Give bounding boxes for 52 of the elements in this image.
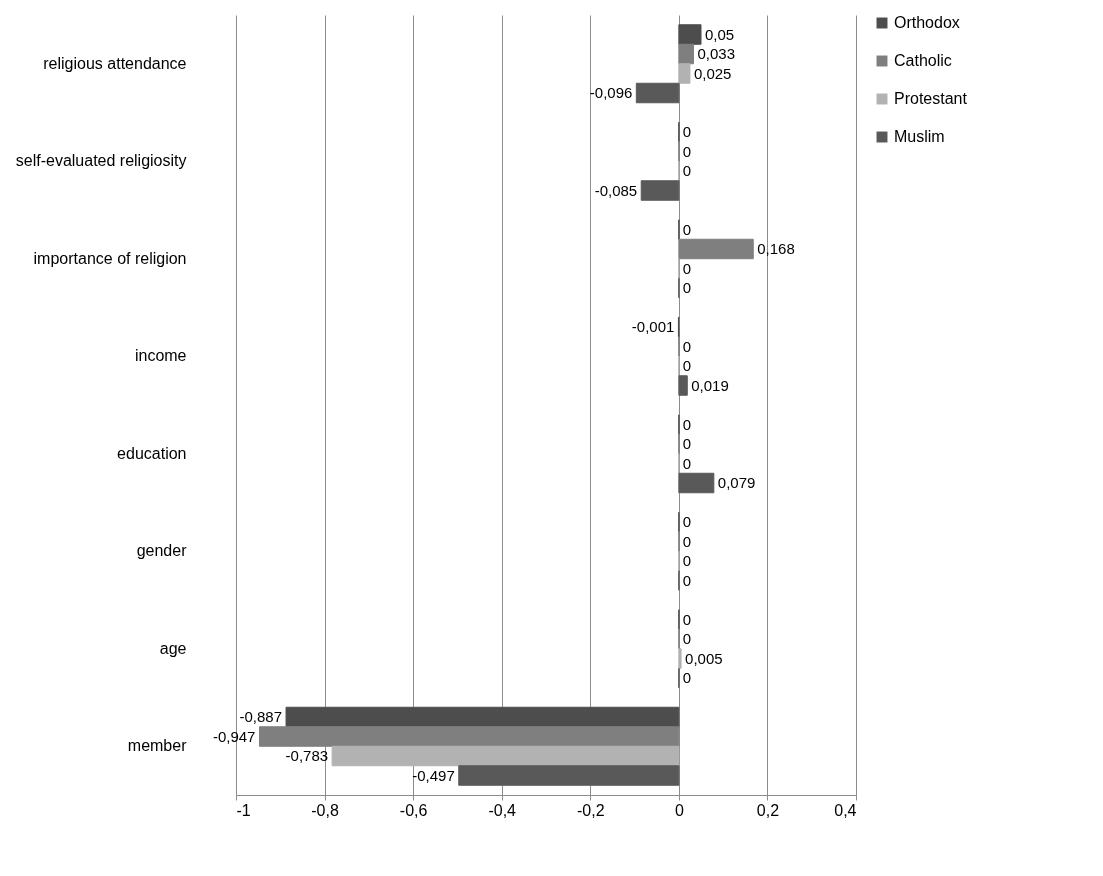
data-label: -0,001 [631,318,675,335]
data-label: 0 [682,630,692,647]
data-label: 0,005 [685,649,723,667]
data-label: 0 [682,123,692,140]
legend-label: Orthodox [894,14,960,31]
x-tick-label: -0,2 [577,801,605,819]
y-tick-label: income [134,347,187,365]
data-label: 0 [682,337,692,355]
y-tick-label: gender [136,542,188,560]
data-label: 0 [682,552,692,569]
data-label: 0,033 [697,45,736,62]
legend-label: Catholic [894,52,952,69]
data-label: 0,025 [693,64,732,82]
data-label: 0 [682,142,692,160]
data-label: 0 [682,279,692,296]
data-label: 0 [682,513,692,530]
x-tick-label: 0,4 [834,801,857,819]
data-label: 0 [682,532,692,550]
y-tick-label: member [127,737,188,755]
data-label: -0,096 [589,84,633,101]
y-tick-label: age [159,639,187,657]
legend-label: Protestant [894,90,968,107]
data-label: -0,887 [239,708,283,725]
data-label: 0,168 [757,240,795,257]
y-tick-label: education [117,444,187,462]
legend-label: Muslim [894,128,945,145]
x-tick-label: -1 [236,801,251,819]
data-label: -0,497 [412,766,455,784]
data-label: 0 [682,415,692,433]
x-tick-label: -0,4 [488,801,517,819]
data-label: 0 [682,162,692,179]
data-label: 0 [682,220,692,238]
x-tick-label: -0,8 [311,801,339,819]
data-label: 0 [682,610,692,628]
data-label: 0 [682,259,692,277]
x-tick-label: -0,6 [399,801,428,819]
data-label: 0 [682,571,692,589]
x-tick-label: 0,2 [756,801,780,819]
data-label: 0 [682,357,692,374]
data-label: 0,079 [717,474,756,491]
x-tick-label: 0 [674,801,684,819]
y-tick-label: self-evaluated religiosity [15,152,187,170]
data-label: 0 [682,669,692,686]
data-label: 0 [682,454,692,472]
data-label: 0,019 [691,376,729,394]
y-tick-label: importance of religion [33,249,187,267]
data-label: 0,05 [705,25,735,43]
data-label: -0,947 [212,727,256,745]
data-label: -0,783 [285,747,329,764]
data-label: -0,085 [594,181,638,199]
data-label: 0 [682,435,692,452]
y-tick-label: religious attendance [43,54,187,72]
